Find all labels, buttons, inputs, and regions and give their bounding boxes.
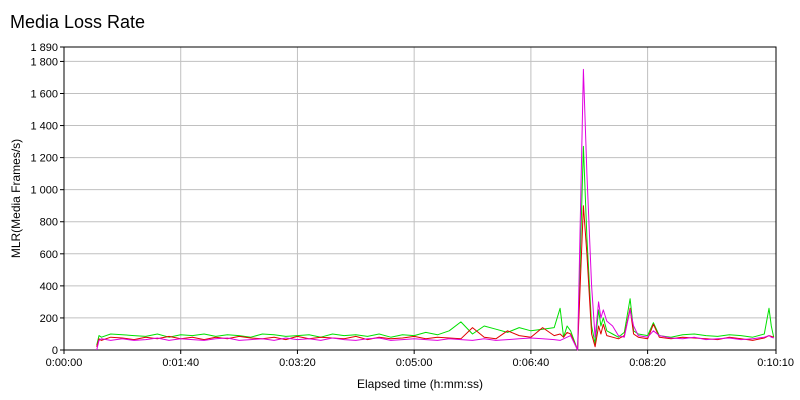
y-tick-label: 1 200 bbox=[30, 153, 58, 165]
y-tick-label: 1 600 bbox=[30, 88, 58, 100]
y-axis-ticks: 0 200 400 600 800 1 000 1 200 1 400 1 600 1 800 1 … bbox=[30, 42, 64, 357]
y-axis-title: MLR(Media Frames/s) bbox=[9, 139, 23, 258]
y-tick-label: 1 800 bbox=[30, 56, 58, 68]
y-tick-label: 1 400 bbox=[30, 121, 58, 133]
x-tick-label: 0:05:00 bbox=[396, 357, 433, 369]
series-line-1 bbox=[96, 145, 775, 351]
y-tick-label: 600 bbox=[40, 249, 58, 261]
chart-title: Media Loss Rate bbox=[10, 12, 146, 32]
x-tick-label: 0:00:00 bbox=[46, 357, 83, 369]
y-tick-label: 200 bbox=[40, 313, 58, 325]
y-tick-label: 800 bbox=[40, 217, 58, 229]
plot-area-frame bbox=[63, 46, 777, 351]
x-axis-ticks: 0:00:00 0:01:40 0:03:20 0:05:00 0:06:40 0:08:… bbox=[46, 350, 794, 369]
grid-lines bbox=[64, 47, 776, 350]
series-line-2 bbox=[96, 205, 774, 351]
series-line-3 bbox=[96, 68, 774, 351]
y-tick-label: 400 bbox=[40, 281, 58, 293]
x-tick-label: 0:03:20 bbox=[279, 357, 316, 369]
series-layer bbox=[96, 68, 775, 351]
x-tick-label: 0:08:20 bbox=[629, 357, 666, 369]
x-tick-label: 0:06:40 bbox=[513, 357, 550, 369]
y-tick-label: 1 890 bbox=[30, 42, 58, 54]
x-axis-title: Elapsed time (h:mm:ss) bbox=[357, 377, 483, 391]
x-tick-label: 0:01:40 bbox=[162, 357, 199, 369]
x-tick-label: 0:10:10 bbox=[757, 357, 794, 369]
y-tick-label: 1 000 bbox=[30, 185, 58, 197]
y-tick-label: 0 bbox=[52, 345, 58, 357]
